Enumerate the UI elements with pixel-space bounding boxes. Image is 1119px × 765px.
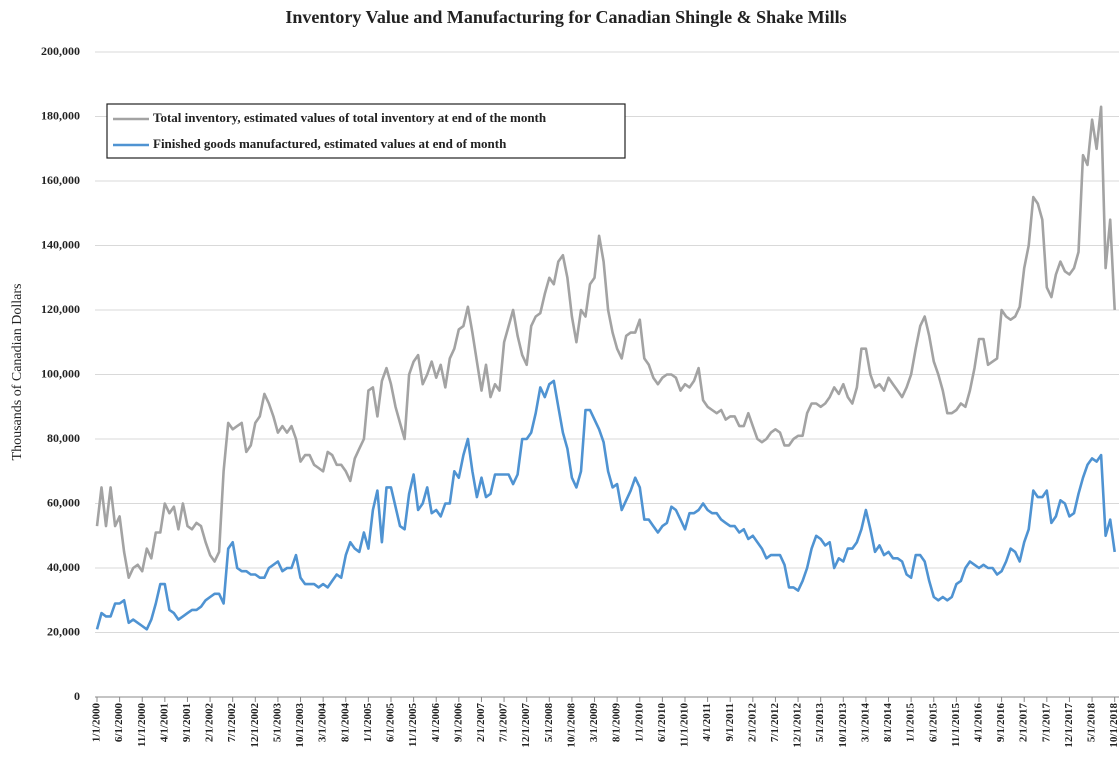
x-tick-label: 1/1/2010 [633, 703, 645, 743]
x-tick-label: 4/1/2011 [701, 703, 713, 742]
x-tick-label: 12/1/2007 [520, 703, 532, 748]
x-tick-label: 2/1/2002 [204, 703, 216, 743]
x-tick-label: 2/1/2012 [746, 703, 758, 743]
legend-label: Finished goods manufactured, estimated v… [153, 136, 507, 151]
x-tick-label: 9/1/2011 [724, 703, 736, 742]
series-line [95, 105, 1116, 579]
chart-title: Inventory Value and Manufacturing for Ca… [285, 7, 846, 27]
x-tick-label: 11/1/2000 [136, 703, 148, 748]
x-tick-label: 7/1/2007 [498, 703, 510, 743]
x-tick-label: 2/1/2007 [475, 703, 487, 743]
y-tick-label: 120,000 [41, 302, 80, 316]
y-tick-label: 0 [74, 689, 80, 703]
x-tick-label: 7/1/2012 [769, 703, 781, 743]
x-tick-label: 7/1/2017 [1040, 703, 1052, 743]
x-tick-label: 10/1/2003 [294, 703, 306, 748]
y-tick-label: 200,000 [41, 44, 80, 58]
x-tick-label: 8/1/2004 [339, 703, 351, 743]
y-tick-label: 20,000 [47, 624, 80, 638]
x-tick-label: 1/1/2005 [362, 703, 374, 743]
x-tick-label: 3/1/2009 [588, 703, 600, 743]
series-line [95, 379, 1116, 631]
x-tick-label: 8/1/2009 [611, 703, 623, 743]
x-tick-label: 4/1/2001 [158, 703, 170, 742]
x-tick-label: 10/1/2013 [837, 703, 849, 748]
x-tick-label: 9/1/2016 [995, 703, 1007, 743]
x-tick-label: 6/1/2005 [385, 703, 397, 743]
y-tick-label: 180,000 [41, 108, 80, 122]
x-tick-label: 5/1/2008 [543, 703, 555, 743]
x-tick-label: 5/1/2003 [271, 703, 283, 743]
x-tick-label: 1/1/2000 [91, 703, 103, 743]
x-tick-label: 9/1/2006 [452, 703, 464, 743]
x-tick-label: 9/1/2001 [181, 703, 193, 742]
y-tick-label: 100,000 [41, 366, 80, 380]
x-tick-label: 12/1/2012 [792, 703, 804, 748]
y-axis-label: Thousands of Canadian Dollars [10, 284, 25, 461]
y-tick-label: 160,000 [41, 173, 80, 187]
legend: Total inventory, estimated values of tot… [106, 103, 626, 159]
y-tick-label: 80,000 [47, 431, 80, 445]
x-tick-label: 5/1/2018 [1086, 703, 1098, 743]
x-tick-label: 11/1/2010 [679, 703, 691, 748]
x-tick-label: 8/1/2014 [882, 703, 894, 743]
legend-label: Total inventory, estimated values of tot… [153, 110, 547, 125]
x-tick-label: 1/1/2015 [905, 703, 917, 743]
y-tick-label: 60,000 [47, 495, 80, 509]
x-tick-label: 3/1/2014 [859, 703, 871, 743]
x-tick-label: 6/1/2010 [656, 703, 668, 743]
x-tick-label: 12/1/2017 [1063, 703, 1075, 748]
x-tick-label: 6/1/2015 [927, 703, 939, 743]
legend-box [106, 103, 626, 159]
x-tick-label: 5/1/2013 [814, 703, 826, 743]
y-tick-label: 40,000 [47, 560, 80, 574]
x-tick-label: 4/1/2006 [430, 703, 442, 743]
x-tick-label: 10/1/2018 [1108, 703, 1119, 748]
x-tick-label: 7/1/2002 [226, 703, 238, 743]
x-tick-label: 2/1/2017 [1018, 703, 1030, 743]
x-tick-label: 10/1/2008 [565, 703, 577, 748]
x-tick-label: 11/1/2015 [950, 703, 962, 748]
y-tick-label: 140,000 [41, 237, 80, 251]
x-tick-label: 6/1/2000 [113, 703, 125, 743]
x-tick-label: 11/1/2005 [407, 703, 419, 748]
x-tick-label: 12/1/2002 [249, 703, 261, 748]
x-tick-label: 3/1/2004 [317, 703, 329, 743]
x-tick-label: 4/1/2016 [973, 703, 985, 743]
